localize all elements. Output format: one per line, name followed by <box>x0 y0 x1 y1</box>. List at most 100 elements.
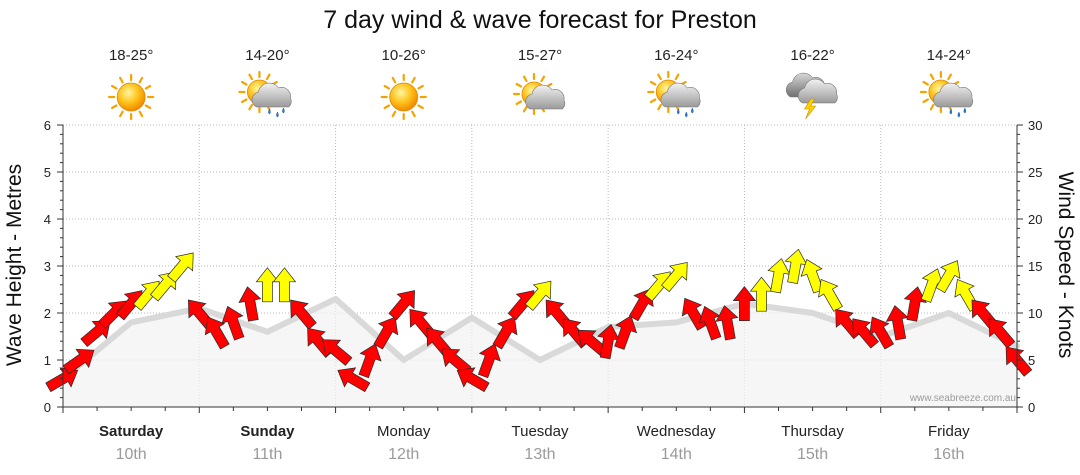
sun-ray <box>417 84 424 90</box>
wind-arrow <box>818 278 843 312</box>
wind-arrow <box>935 260 961 294</box>
wind-arrow <box>492 316 518 350</box>
date-label: 11th <box>252 446 282 463</box>
wind-arrow <box>1005 346 1033 377</box>
date-label: 16th <box>933 446 964 463</box>
partly-cloudy-showers-icon <box>647 70 701 118</box>
wind-arrow <box>221 305 245 341</box>
rain-drop <box>282 107 285 114</box>
sun-ray <box>674 73 680 81</box>
rain-drop <box>276 111 279 118</box>
sunny-icon <box>108 73 155 121</box>
sun-ray <box>411 110 416 118</box>
y-left-tick-label: 3 <box>44 259 51 274</box>
sun-ray <box>144 104 152 110</box>
day-label: Sunday <box>240 423 295 440</box>
wind-arrow <box>149 271 177 302</box>
sun-ray <box>929 103 935 111</box>
date-label: 13th <box>524 446 555 463</box>
sun-ray <box>657 103 662 111</box>
wind-arrow <box>204 316 230 350</box>
y-left-tick-label: 4 <box>44 212 51 227</box>
day-label: Wednesday <box>637 423 716 440</box>
sun-ray <box>657 73 662 81</box>
day-temperature-label: 10-26° <box>382 47 426 64</box>
wind-arrow <box>62 348 95 375</box>
sun-ray <box>522 105 528 113</box>
sun-ray <box>110 104 118 110</box>
cloud-shape <box>797 78 838 104</box>
sun-ray <box>922 98 929 104</box>
sun-ray <box>515 100 523 106</box>
watermark: www.seabreeze.com.au <box>909 393 1016 404</box>
day-temperature-label: 15-27° <box>518 47 562 64</box>
y-right-tick-label: 30 <box>1028 118 1042 133</box>
day-label: Tuesday <box>512 423 569 440</box>
wind-arrow <box>238 286 262 322</box>
sun-ray <box>241 98 248 104</box>
date-label: 14th <box>661 446 692 463</box>
wind-arrow <box>524 280 552 311</box>
rain-drop <box>677 108 680 115</box>
y-left-tick-label: 0 <box>44 400 51 415</box>
sun-disc <box>116 82 146 112</box>
rain-drop <box>691 107 694 114</box>
wind-arrow <box>903 286 927 322</box>
wave-area <box>63 298 1017 407</box>
day-temperature-label: 14-24° <box>927 47 971 64</box>
y-right-tick-label: 5 <box>1028 353 1035 368</box>
wind-arrow <box>167 252 194 283</box>
cloud-shape <box>660 82 701 108</box>
lightning-bolt <box>804 98 817 120</box>
day-temperature-label: 14-20° <box>245 47 289 64</box>
wind-arrow <box>373 316 399 350</box>
partly-cloudy-showers-icon <box>919 70 973 118</box>
sun-ray <box>515 82 523 88</box>
storm-icon <box>785 72 838 120</box>
y-left-tick-label: 5 <box>44 165 51 180</box>
sun-disc <box>389 82 419 112</box>
wind-arrow <box>45 367 79 393</box>
sun-ray <box>649 98 657 104</box>
wind-arrow <box>80 320 111 348</box>
sun-ray <box>391 76 397 84</box>
date-label: 15th <box>797 446 828 463</box>
wind-arrow <box>337 367 371 393</box>
sun-ray <box>540 75 546 83</box>
rain-drop <box>268 108 271 115</box>
wind-arrow <box>715 305 739 341</box>
sun-ray <box>929 73 935 81</box>
y-right-tick-label: 15 <box>1028 259 1042 274</box>
wind-arrow <box>869 316 895 350</box>
day-temperature-label: 18-25° <box>109 47 153 64</box>
sun-ray <box>119 76 124 84</box>
sun-ray <box>241 80 248 86</box>
y-right-tick-label: 0 <box>1028 400 1035 415</box>
day-temperature-label: 16-22° <box>790 47 834 64</box>
sun-ray <box>947 73 952 81</box>
wind-arrow <box>614 315 638 350</box>
wind-arrow <box>988 318 1016 349</box>
y-left-tick-label: 1 <box>44 353 51 368</box>
date-label: 10th <box>116 446 147 463</box>
y-right-tick-label: 20 <box>1028 212 1042 227</box>
day-label: Thursday <box>781 423 844 440</box>
sun-ray <box>248 103 254 111</box>
y-axis-right-title: Wind Speed - Knots <box>1054 172 1077 359</box>
wind-arrow <box>358 343 382 379</box>
sun-ray <box>417 104 424 110</box>
sun-ray <box>522 75 528 83</box>
rain-drop <box>963 107 967 114</box>
sun-ray <box>391 110 397 118</box>
sunny-icon <box>380 73 427 121</box>
wind-arrow <box>290 299 317 330</box>
wind-arrow <box>272 267 297 303</box>
partly-cloudy-icon <box>512 72 566 116</box>
sun-ray <box>383 104 391 110</box>
sun-ray <box>138 110 144 118</box>
sun-ray <box>110 84 118 90</box>
wind-arrow <box>322 339 353 366</box>
sun-ray <box>411 76 416 84</box>
sun-ray <box>383 84 391 90</box>
